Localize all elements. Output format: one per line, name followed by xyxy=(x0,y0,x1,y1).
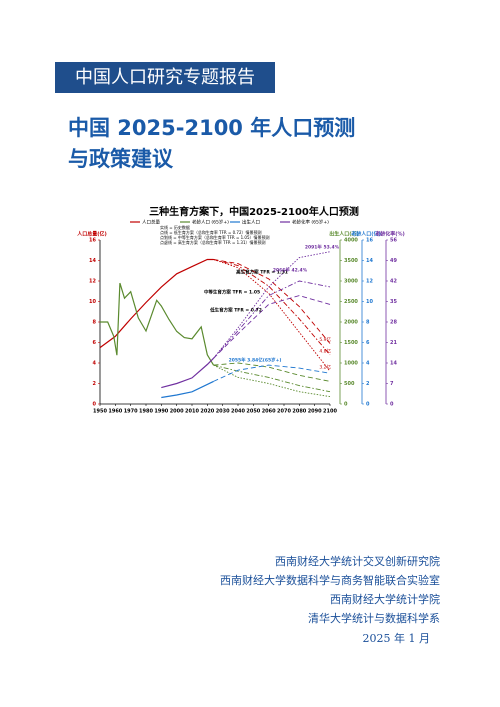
y-tick-label: 4 xyxy=(366,361,370,367)
x-tick-label: 2070 xyxy=(277,409,291,415)
end-label: 4.8亿 xyxy=(319,347,331,354)
y-tick-label: 500 xyxy=(344,381,355,387)
y-tick-label: 49 xyxy=(390,258,397,264)
chart: 三种生育方案下，中国2025-2100年人口预测 1950 1960 1970 198… xyxy=(76,205,405,415)
x-tick-label: 1950 xyxy=(93,409,107,415)
y-tick-label: 14 xyxy=(366,258,373,264)
y-tick-label: 14 xyxy=(390,361,397,367)
y-tick-label: 21 xyxy=(390,340,397,346)
series-line xyxy=(161,357,214,389)
y-tick-label: 8 xyxy=(366,320,370,326)
annotation: 高生育方案 TFR = 1.31 xyxy=(236,269,288,276)
x-tick-label: 2020 xyxy=(200,409,214,415)
series-line xyxy=(213,364,331,382)
y-tick-label: 6 xyxy=(366,340,370,346)
axis-label: 人口总量(亿) xyxy=(76,231,107,238)
legend-note: 点划线 = 中等生育方案（总和生育率 TFR = 1.05）情景预测 xyxy=(160,234,270,240)
y-tick-label: 28 xyxy=(390,320,397,326)
end-label: 5.9亿 xyxy=(319,336,331,343)
x-tick-label: 2060 xyxy=(262,409,276,415)
series-line xyxy=(213,259,331,356)
chart-title: 三种生育方案下，中国2025-2100年人口预测 xyxy=(149,205,359,218)
y-tick-label: 42 xyxy=(390,279,397,285)
affiliation: 清华大学统计与数据科学系 xyxy=(308,612,440,625)
axis-label: 老龄人口(亿) xyxy=(350,231,381,238)
x-tick-label: 2100 xyxy=(323,409,337,415)
annotation: 低生育方案 TFR = 0.72 xyxy=(209,307,262,314)
series-line xyxy=(213,362,331,382)
title-line: 中国 2025-2100 年人口预测 xyxy=(68,116,356,140)
annotation: 2091年 53.4% xyxy=(305,244,340,251)
x-tick-label: 2010 xyxy=(185,409,199,415)
legend-label: 老龄化率 (65岁+) xyxy=(292,219,329,226)
affiliation: 西南财经大学数据科学与商务智能联合实验室 xyxy=(220,574,440,587)
legend-note: 实线 = 历史数据 xyxy=(160,224,190,230)
x-tick-label: 2040 xyxy=(231,409,245,415)
date: 2025 年 1 月 xyxy=(362,632,430,645)
x-tick-label: 1970 xyxy=(124,409,138,415)
y-tick-label: 16 xyxy=(366,238,373,244)
y-tick-label: 10 xyxy=(366,299,373,305)
axis-label: 出生人口(万) xyxy=(329,231,359,238)
series-line xyxy=(213,364,331,398)
y-tick-label: 56 xyxy=(390,238,397,244)
legend-note: 点虚线 = 高生育方案（总和生育率 TFR = 1.31）情景预测 xyxy=(160,239,266,245)
y-tick-label: 8 xyxy=(93,320,97,326)
series-line xyxy=(213,280,331,359)
legend-label: 人口总量 xyxy=(142,219,160,226)
annotation: 2066年 42.4% xyxy=(273,267,308,274)
y-tick-label: 4000 xyxy=(344,238,358,244)
x-tick-label: 1980 xyxy=(139,409,153,415)
annotation: 2055年 3.84亿(65岁+) xyxy=(229,357,282,364)
y-tick-label: 1500 xyxy=(344,340,358,346)
series-line xyxy=(100,282,215,366)
y-tick-label: 16 xyxy=(89,238,96,244)
y-tick-label: 0 xyxy=(366,402,370,408)
y-tick-label: 0 xyxy=(93,402,97,408)
x-tick-label: 2080 xyxy=(292,409,306,415)
y-tick-label: 2 xyxy=(93,381,97,387)
series-line xyxy=(213,259,331,344)
series-line xyxy=(213,295,331,359)
end-label: 3.2亿 xyxy=(319,364,331,371)
y-tick-label: 12 xyxy=(89,279,96,285)
y-tick-label: 4 xyxy=(93,361,97,367)
x-tick-label: 2050 xyxy=(246,409,260,415)
y-tick-label: 12 xyxy=(366,279,373,285)
series-line xyxy=(161,380,214,399)
y-tick-label: 14 xyxy=(89,258,96,264)
y-tick-label: 2000 xyxy=(344,320,358,326)
y-tick-label: 3000 xyxy=(344,279,358,285)
y-tick-label: 3500 xyxy=(344,258,358,264)
y-tick-label: 2 xyxy=(366,381,370,387)
x-tick-label: 2090 xyxy=(308,409,322,415)
legend-label: 出生人口 xyxy=(242,219,260,226)
y-tick-label: 6 xyxy=(93,340,97,346)
title-line: 与政策建议 xyxy=(68,147,173,171)
y-tick-label: 0 xyxy=(390,402,394,408)
affiliation: 西南财经大学统计学院 xyxy=(330,593,440,606)
affiliations: 西南财经大学统计交叉创新研究院 西南财经大学数据科学与商务智能联合实验室 西南财… xyxy=(220,552,440,628)
y-tick-label: 10 xyxy=(89,299,96,305)
series-line xyxy=(99,258,214,349)
legend-note: 点线 = 低生育方案（总和生育率 TFR = 0.72）情景预测 xyxy=(160,229,262,235)
x-tick-label: 1990 xyxy=(154,409,168,415)
series-line xyxy=(213,259,331,372)
x-tick-label: 2000 xyxy=(170,409,184,415)
legend-label: 老龄人口 (65岁+) xyxy=(192,219,229,226)
affiliation: 西南财经大学统计交叉创新研究院 xyxy=(275,555,440,568)
axis-label: 老龄化率(%) xyxy=(374,231,405,238)
x-tick-label: 2030 xyxy=(216,409,230,415)
y-tick-label: 35 xyxy=(390,299,397,305)
x-tick-label: 1960 xyxy=(108,409,122,415)
series-line xyxy=(213,364,331,393)
annotation: 中等生育方案 TFR = 1.05 xyxy=(204,289,260,296)
y-tick-label: 2500 xyxy=(344,299,358,305)
y-tick-label: 0 xyxy=(344,402,348,408)
series-title: 中国人口研究专题报告 xyxy=(55,62,275,93)
series-line xyxy=(213,251,331,359)
y-tick-label: 7 xyxy=(390,381,394,387)
y-tick-label: 1000 xyxy=(344,361,358,367)
